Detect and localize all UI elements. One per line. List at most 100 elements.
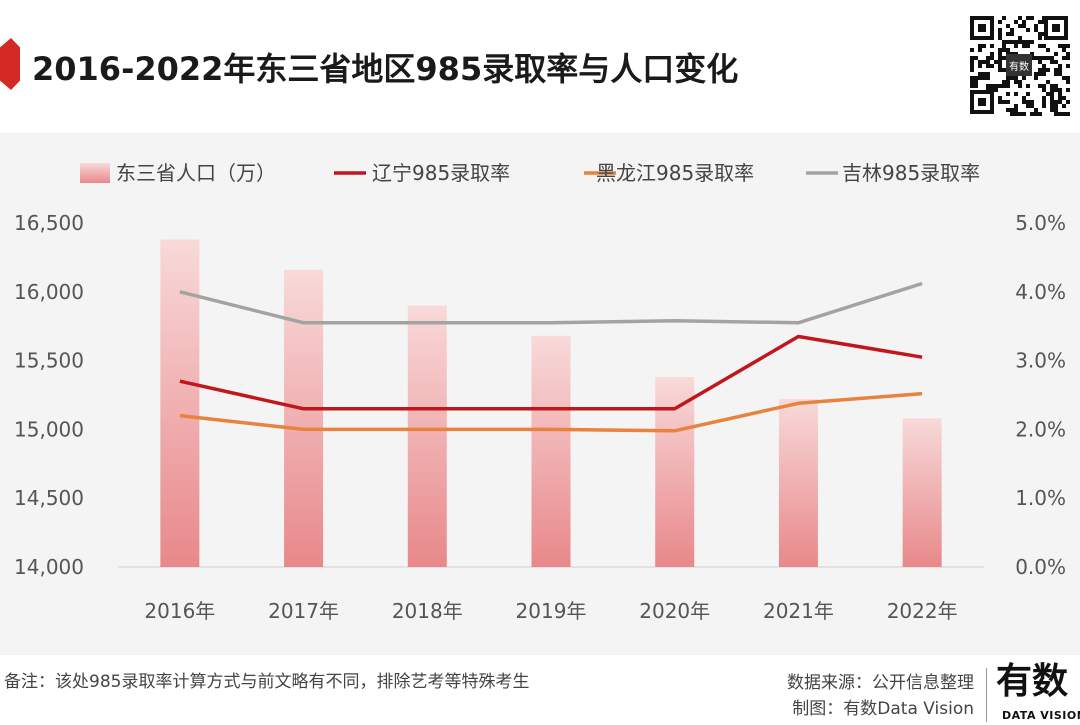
qr-cell: [1034, 56, 1038, 60]
x-tick-label: 2021年: [763, 599, 834, 623]
qr-cell: [1018, 80, 1022, 84]
left-tick-label: 14,000: [14, 555, 84, 579]
qr-code-icon: 有数: [968, 14, 1070, 116]
qr-cell: [1034, 112, 1038, 116]
qr-cell: [1050, 60, 1054, 64]
qr-cell: [1002, 68, 1006, 72]
qr-cell: [1062, 104, 1066, 108]
qr-cell: [1014, 108, 1018, 112]
qr-cell: [1018, 40, 1022, 44]
qr-cell: [1062, 56, 1066, 60]
right-tick-label: 4.0%: [1015, 280, 1066, 304]
x-tick-label: 2022年: [887, 599, 958, 623]
qr-cell: [998, 60, 1002, 64]
qr-cell: [1006, 100, 1010, 104]
qr-cell: [1022, 40, 1026, 44]
qr-cell: [1062, 96, 1066, 100]
qr-cell: [1034, 76, 1038, 80]
legend-label-2: 黑龙江985录取率: [596, 161, 754, 185]
chart-panel: 东三省人口（万） 辽宁985录取率 黑龙江985录取率 吉林985录取率 14,000…: [0, 133, 1080, 655]
qr-cell: [1006, 84, 1010, 88]
qr-cell: [1022, 96, 1026, 100]
qr-cell: [974, 76, 978, 80]
qr-cell: [970, 84, 974, 88]
header-accent-mark: [0, 38, 20, 90]
x-tick-label: 2020年: [639, 599, 710, 623]
qr-cell: [990, 64, 994, 68]
qr-cell: [1042, 104, 1046, 108]
bar-2022年: [902, 418, 942, 567]
qr-cell: [974, 80, 978, 84]
qr-cell: [1050, 56, 1054, 60]
qr-cell: [1006, 40, 1010, 44]
qr-cell: [1002, 44, 1006, 48]
legend-label-3: 吉林985录取率: [842, 161, 980, 185]
left-tick-label: 15,500: [14, 349, 84, 373]
qr-cell: [1002, 56, 1006, 60]
qr-cell: [1042, 64, 1046, 68]
qr-cell: [1066, 44, 1070, 48]
qr-cell: [1006, 92, 1010, 96]
qr-cell: [1014, 104, 1018, 108]
qr-cell: [1026, 16, 1030, 20]
qr-cell: [990, 84, 994, 88]
qr-cell: [1002, 40, 1006, 44]
bar-2017年: [284, 269, 324, 567]
qr-cell: [978, 60, 982, 64]
qr-cell: [1050, 88, 1054, 92]
qr-cell: [1014, 112, 1018, 116]
qr-cell: [1030, 100, 1034, 104]
qr-cell: [1066, 88, 1070, 92]
qr-cell: [1038, 72, 1042, 76]
qr-cell: [1066, 112, 1070, 116]
qr-cell: [1030, 112, 1034, 116]
qr-cell: [1054, 112, 1058, 116]
qr-cell: [998, 36, 1002, 40]
qr-cell: [994, 84, 998, 88]
qr-cell: [998, 68, 1002, 72]
brand-divider: [986, 668, 987, 722]
qr-cell: [1006, 80, 1010, 84]
qr-cell: [970, 68, 974, 72]
qr-cell: [1058, 100, 1062, 104]
footer-source: 数据来源：公开信息整理 制图：有数Data Vision: [740, 670, 974, 722]
qr-cell: [978, 64, 982, 68]
qr-cell: [1058, 96, 1062, 100]
credit-text: 制图：有数Data Vision: [792, 699, 974, 719]
qr-cell: [1046, 68, 1050, 72]
qr-cell: [1062, 112, 1066, 116]
legend-label-1: 辽宁985录取率: [372, 161, 510, 185]
qr-cell: [1030, 40, 1034, 44]
qr-cell: [1058, 92, 1062, 96]
qr-cell: [1026, 100, 1030, 104]
qr-cell: [1030, 104, 1034, 108]
qr-cell: [1058, 64, 1062, 68]
qr-cell: [1026, 92, 1030, 96]
qr-cell: [1062, 76, 1066, 80]
qr-cell: [978, 44, 982, 48]
qr-cell: [1050, 100, 1054, 104]
qr-cell: [1026, 104, 1030, 108]
qr-cell: [1022, 76, 1026, 80]
qr-cell: [1002, 16, 1006, 20]
qr-cell: [1050, 92, 1054, 96]
qr-cell: [1026, 44, 1030, 48]
qr-cell: [1050, 84, 1054, 88]
qr-cell: [978, 48, 982, 52]
left-tick-label: 15,000: [14, 417, 84, 441]
combo-chart: 东三省人口（万） 辽宁985录取率 黑龙江985录取率 吉林985录取率 14,000…: [14, 161, 1066, 623]
qr-cell: [1010, 32, 1014, 36]
qr-cell: [982, 76, 986, 80]
qr-cell: [1054, 104, 1058, 108]
qr-cell: [1026, 28, 1030, 32]
qr-cell: [1062, 48, 1066, 52]
left-tick-label: 16,000: [14, 280, 84, 304]
qr-cell: [970, 64, 974, 68]
qr-cell: [986, 60, 990, 64]
qr-cell: [998, 100, 1002, 104]
qr-cell: [1046, 48, 1050, 52]
qr-cell: [1058, 68, 1062, 72]
source-text: 数据来源：公开信息整理: [787, 673, 974, 693]
bar-2019年: [531, 335, 571, 567]
rate-lines: [179, 281, 923, 433]
